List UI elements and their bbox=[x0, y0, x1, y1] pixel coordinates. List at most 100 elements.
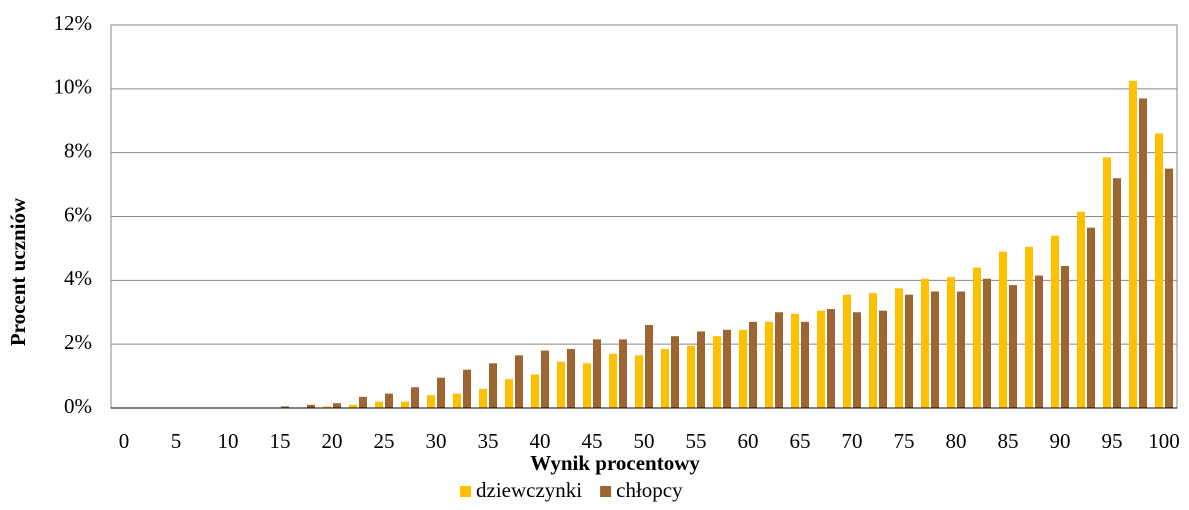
y-tick-label: 6% bbox=[64, 202, 92, 226]
bar bbox=[1087, 227, 1095, 408]
bar bbox=[515, 355, 523, 408]
bar bbox=[427, 395, 435, 408]
bar bbox=[671, 336, 679, 408]
bar bbox=[307, 404, 315, 408]
bar bbox=[697, 331, 705, 408]
bar bbox=[401, 401, 409, 408]
x-axis-title: Wynik procentowy bbox=[530, 451, 700, 475]
bar bbox=[1077, 211, 1085, 408]
bar bbox=[635, 355, 643, 408]
bar bbox=[983, 278, 991, 408]
bar bbox=[853, 312, 861, 408]
bar bbox=[661, 348, 669, 408]
bar bbox=[541, 350, 549, 408]
bar bbox=[619, 339, 627, 408]
x-tick-label: 0 bbox=[119, 429, 130, 453]
bar bbox=[1025, 246, 1033, 408]
bar bbox=[437, 377, 445, 408]
bar bbox=[281, 406, 289, 408]
x-tick-label: 30 bbox=[426, 429, 447, 453]
x-tick-label: 75 bbox=[894, 429, 915, 453]
bar bbox=[723, 329, 731, 408]
bar bbox=[1139, 98, 1147, 409]
y-axis-title: Procent uczniów bbox=[6, 197, 30, 346]
legend-label: dziewczynki bbox=[476, 478, 582, 502]
bar bbox=[531, 374, 539, 408]
x-tick-label: 60 bbox=[738, 429, 759, 453]
x-tick-label: 80 bbox=[946, 429, 967, 453]
x-tick-label: 65 bbox=[790, 429, 811, 453]
bar bbox=[739, 329, 747, 408]
bar bbox=[453, 393, 461, 408]
bar bbox=[801, 321, 809, 408]
bar bbox=[1165, 168, 1173, 408]
bar bbox=[879, 310, 887, 408]
bar bbox=[1051, 235, 1059, 408]
legend-swatch bbox=[460, 486, 471, 497]
bar bbox=[905, 294, 913, 408]
x-tick-label: 85 bbox=[998, 429, 1019, 453]
y-tick-label: 12% bbox=[54, 11, 93, 35]
x-tick-label: 70 bbox=[842, 429, 863, 453]
x-tick-label: 15 bbox=[270, 429, 291, 453]
bar bbox=[333, 403, 341, 408]
x-tick-label: 55 bbox=[686, 429, 707, 453]
x-tick-label: 20 bbox=[322, 429, 343, 453]
bar bbox=[645, 325, 653, 408]
bar bbox=[463, 369, 471, 408]
bar bbox=[583, 363, 591, 408]
x-tick-label: 25 bbox=[374, 429, 395, 453]
y-tick-label: 8% bbox=[64, 138, 92, 162]
bar bbox=[931, 291, 939, 408]
bar bbox=[827, 309, 835, 408]
bar bbox=[713, 336, 721, 408]
bar bbox=[505, 379, 513, 408]
bar bbox=[375, 401, 383, 408]
bar bbox=[349, 404, 357, 408]
bar bbox=[957, 291, 965, 408]
x-tick-label: 5 bbox=[171, 429, 182, 453]
y-tick-label: 0% bbox=[64, 394, 92, 418]
bar bbox=[1129, 80, 1137, 409]
bar bbox=[593, 339, 601, 408]
bar bbox=[1009, 285, 1017, 408]
x-tick-label: 90 bbox=[1050, 429, 1071, 453]
bar bbox=[479, 388, 487, 408]
bar bbox=[817, 310, 825, 408]
bar bbox=[895, 288, 903, 408]
bar bbox=[323, 406, 331, 408]
bar bbox=[1103, 157, 1111, 408]
x-tick-label: 35 bbox=[478, 429, 499, 453]
y-tick-label: 2% bbox=[64, 330, 92, 354]
bar bbox=[749, 321, 757, 408]
bar bbox=[1061, 265, 1069, 408]
x-tick-label: 95 bbox=[1102, 429, 1123, 453]
bar bbox=[1035, 275, 1043, 408]
bar bbox=[973, 267, 981, 408]
x-tick-label: 50 bbox=[634, 429, 655, 453]
bar bbox=[921, 278, 929, 408]
bar bbox=[1113, 178, 1121, 408]
legend-swatch bbox=[600, 486, 612, 497]
bar bbox=[765, 321, 773, 408]
bar bbox=[791, 313, 799, 408]
legend-label: chłopcy bbox=[616, 478, 683, 502]
bar bbox=[359, 396, 367, 408]
x-tick-label: 100 bbox=[1148, 429, 1180, 453]
bar bbox=[869, 293, 877, 408]
bar bbox=[999, 251, 1007, 408]
bar bbox=[411, 387, 419, 408]
bar bbox=[567, 348, 575, 408]
bar bbox=[947, 277, 955, 408]
x-tick-label: 10 bbox=[218, 429, 239, 453]
y-tick-label: 4% bbox=[64, 266, 92, 290]
bar bbox=[843, 294, 851, 408]
bar bbox=[687, 345, 695, 408]
y-tick-label: 10% bbox=[54, 75, 93, 99]
bar bbox=[775, 312, 783, 408]
x-tick-label: 40 bbox=[530, 429, 551, 453]
bar bbox=[1155, 133, 1163, 408]
bar bbox=[489, 363, 497, 408]
bar bbox=[557, 361, 565, 408]
